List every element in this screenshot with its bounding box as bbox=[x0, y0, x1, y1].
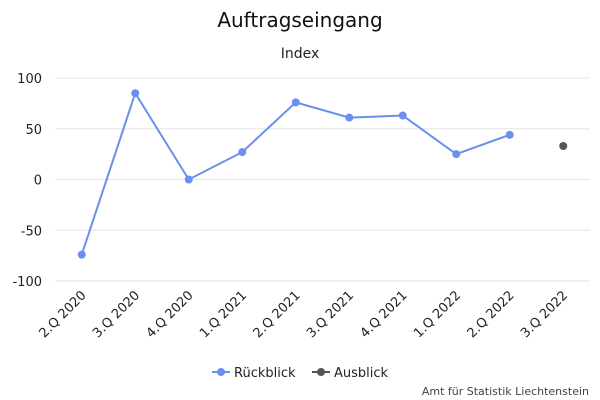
data-point[interactable] bbox=[184, 175, 193, 184]
legend: Rückblick Ausblick bbox=[212, 366, 389, 381]
y-tick-label: 100 bbox=[17, 72, 42, 87]
x-tick-label: 3.Q 2021 bbox=[304, 288, 357, 341]
x-tick-label: 4.Q 2020 bbox=[144, 288, 197, 341]
data-point[interactable] bbox=[238, 148, 247, 157]
data-point[interactable] bbox=[291, 98, 300, 107]
data-point[interactable] bbox=[505, 130, 514, 139]
legend-item-ausblick[interactable]: Ausblick bbox=[312, 366, 389, 381]
chart-subtitle: Index bbox=[281, 46, 320, 62]
series-layer bbox=[77, 89, 568, 259]
legend-marker-rueckblick bbox=[217, 368, 225, 376]
x-tick-label: 2.Q 2022 bbox=[465, 288, 518, 341]
legend-item-rueckblick[interactable]: Rückblick bbox=[212, 366, 296, 381]
data-point[interactable] bbox=[77, 250, 86, 259]
legend-marker-ausblick bbox=[317, 368, 325, 376]
x-tick-label: 3.Q 2020 bbox=[90, 288, 143, 341]
legend-label-rueckblick: Rückblick bbox=[234, 366, 296, 381]
y-tick-label: -50 bbox=[21, 224, 42, 239]
x-tick-label: 4.Q 2021 bbox=[358, 288, 411, 341]
x-axis-ticks: 2.Q 2020 3.Q 2020 4.Q 2020 1.Q 2021 2.Q 2021… bbox=[37, 288, 571, 341]
x-tick-label: 1.Q 2022 bbox=[411, 288, 464, 341]
x-tick-label: 2.Q 2020 bbox=[37, 288, 90, 341]
y-tick-label: 50 bbox=[25, 123, 42, 138]
data-point[interactable] bbox=[131, 89, 140, 98]
data-point[interactable] bbox=[452, 150, 461, 159]
y-axis-ticks: 100 50 0 -50 -100 bbox=[12, 72, 42, 290]
x-tick-label: 1.Q 2021 bbox=[197, 288, 250, 341]
data-point[interactable] bbox=[345, 113, 354, 122]
chart-title: Auftragseingang bbox=[217, 8, 382, 32]
x-tick-label: 3.Q 2022 bbox=[518, 288, 571, 341]
credit-text: Amt für Statistik Liechtenstein bbox=[422, 385, 589, 398]
data-point[interactable] bbox=[398, 111, 407, 120]
data-point[interactable] bbox=[559, 142, 568, 151]
x-tick-label: 2.Q 2021 bbox=[251, 288, 304, 341]
y-tick-label: 0 bbox=[34, 174, 42, 189]
legend-label-ausblick: Ausblick bbox=[334, 366, 389, 381]
y-tick-label: -100 bbox=[12, 275, 42, 290]
grid-lines bbox=[55, 77, 590, 282]
